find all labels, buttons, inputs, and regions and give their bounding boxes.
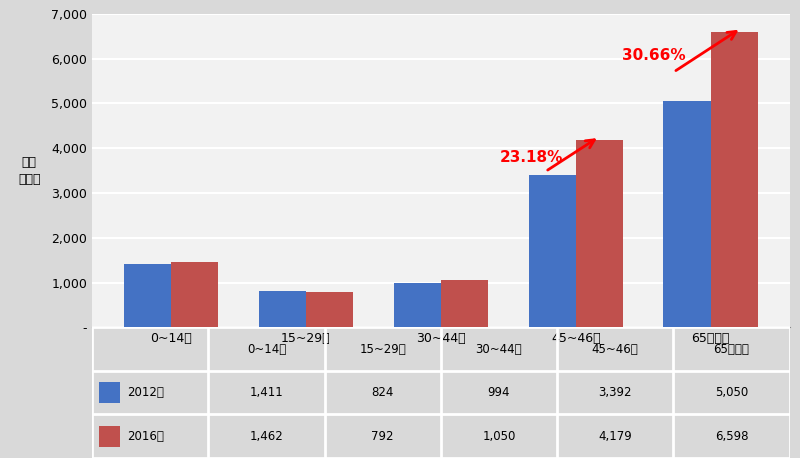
Text: 45~46歳: 45~46歳 — [592, 343, 638, 356]
Text: 3,392: 3,392 — [598, 386, 632, 399]
Text: 65歳以上: 65歳以上 — [714, 343, 750, 356]
Text: 792: 792 — [371, 430, 394, 443]
Bar — [258, 290, 306, 327]
Text: 30.66%: 30.66% — [622, 48, 685, 63]
Text: 4,179: 4,179 — [598, 430, 632, 443]
Text: 23.18%: 23.18% — [500, 150, 563, 165]
Bar — [124, 264, 171, 327]
Bar — [171, 262, 218, 327]
Bar — [663, 101, 710, 327]
Text: 片眼
相當費: 片眼 相當費 — [18, 156, 41, 185]
Text: 0~14歳: 0~14歳 — [246, 343, 286, 356]
Bar — [306, 292, 353, 327]
Bar — [710, 32, 758, 327]
Text: 15~29歳: 15~29歳 — [359, 343, 406, 356]
Text: 2012年: 2012年 — [127, 386, 164, 399]
Bar — [529, 175, 576, 327]
Text: 2016年: 2016年 — [127, 430, 164, 443]
Bar — [99, 382, 120, 403]
Text: 1,050: 1,050 — [482, 430, 516, 443]
Text: 5,050: 5,050 — [715, 386, 748, 399]
Bar — [99, 426, 120, 447]
Text: 1,411: 1,411 — [250, 386, 283, 399]
Text: 6,598: 6,598 — [714, 430, 748, 443]
Bar — [576, 140, 623, 327]
Text: 30~44歳: 30~44歳 — [476, 343, 522, 356]
Text: 1,462: 1,462 — [250, 430, 283, 443]
Text: 994: 994 — [488, 386, 510, 399]
Text: 824: 824 — [371, 386, 394, 399]
Bar — [441, 280, 488, 327]
Bar — [394, 283, 441, 327]
